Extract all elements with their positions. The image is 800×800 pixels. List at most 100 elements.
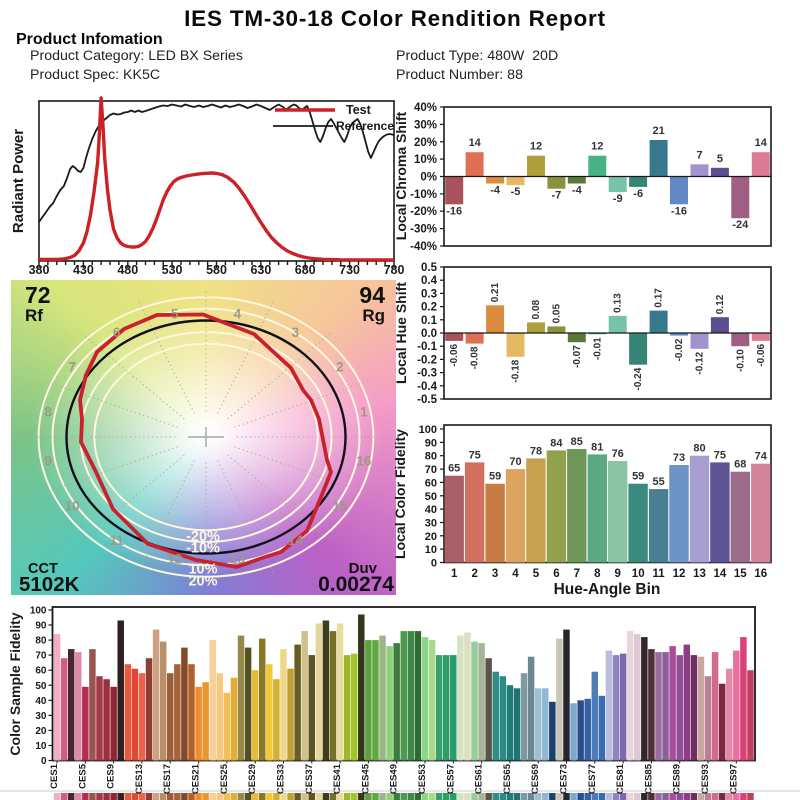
svg-text:CES89: CES89 <box>672 764 683 794</box>
svg-text:0%: 0% <box>420 172 437 184</box>
svg-text:Product Type: 480W 20D: Product Type: 480W 20D <box>396 48 558 64</box>
svg-text:76: 76 <box>612 448 624 460</box>
svg-text:CES33: CES33 <box>276 764 287 794</box>
svg-text:5: 5 <box>533 568 540 580</box>
svg-text:70: 70 <box>509 456 521 468</box>
svg-text:-10%: -10% <box>186 541 220 557</box>
svg-text:CES5: CES5 <box>77 763 88 789</box>
svg-text:-0.18: -0.18 <box>511 359 522 382</box>
svg-text:Reference: Reference <box>336 119 394 133</box>
svg-text:50: 50 <box>35 681 47 692</box>
svg-text:530: 530 <box>162 263 183 277</box>
svg-text:40%: 40% <box>414 102 437 114</box>
svg-text:CES97: CES97 <box>728 764 739 794</box>
svg-text:CCT: CCT <box>28 561 58 577</box>
svg-text:60: 60 <box>35 666 47 677</box>
svg-text:15: 15 <box>332 498 348 513</box>
svg-text:84: 84 <box>550 437 563 449</box>
svg-text:20: 20 <box>425 531 437 543</box>
svg-text:0.00274: 0.00274 <box>318 573 394 596</box>
svg-text:5: 5 <box>171 306 179 321</box>
svg-text:81: 81 <box>591 441 603 453</box>
svg-text:630: 630 <box>250 263 271 277</box>
svg-text:2: 2 <box>471 568 477 580</box>
svg-text:10: 10 <box>632 568 645 580</box>
svg-text:-0.02: -0.02 <box>674 338 685 361</box>
svg-text:-0.3: -0.3 <box>417 368 437 380</box>
svg-text:0.21: 0.21 <box>490 282 501 302</box>
svg-text:CES61: CES61 <box>474 763 485 794</box>
svg-text:65: 65 <box>448 463 460 475</box>
svg-text:100: 100 <box>30 606 47 617</box>
svg-text:Test: Test <box>346 103 372 117</box>
svg-text:-0.5: -0.5 <box>417 394 437 406</box>
svg-text:9: 9 <box>44 453 52 468</box>
svg-text:IES TM-30-18 Color Rendition R: IES TM-30-18 Color Rendition Report <box>184 6 606 31</box>
svg-text:Product Number: 88: Product Number: 88 <box>396 67 523 83</box>
svg-text:30: 30 <box>35 711 47 722</box>
svg-text:14: 14 <box>714 568 727 580</box>
svg-text:80: 80 <box>693 443 705 455</box>
svg-text:CES9: CES9 <box>106 764 117 789</box>
svg-text:0.17: 0.17 <box>654 288 665 308</box>
svg-text:Product Spec: KK5C: Product Spec: KK5C <box>30 67 160 83</box>
svg-text:-0.10: -0.10 <box>735 349 746 372</box>
svg-text:Local Color Fidelity: Local Color Fidelity <box>392 429 408 559</box>
svg-text:-20%: -20% <box>410 206 437 218</box>
svg-text:-6: -6 <box>633 188 643 200</box>
svg-text:3: 3 <box>292 325 300 340</box>
svg-text:14: 14 <box>469 137 482 149</box>
svg-text:100: 100 <box>419 424 437 436</box>
svg-text:55: 55 <box>652 476 664 488</box>
svg-text:74: 74 <box>755 451 768 463</box>
svg-text:730: 730 <box>339 263 360 277</box>
svg-text:CES53: CES53 <box>417 764 428 794</box>
svg-text:10: 10 <box>65 498 80 513</box>
svg-text:7: 7 <box>68 360 76 375</box>
svg-text:6: 6 <box>553 568 559 580</box>
svg-text:CES25: CES25 <box>219 763 230 794</box>
svg-text:4: 4 <box>512 568 519 580</box>
svg-text:11: 11 <box>109 533 124 548</box>
svg-text:75: 75 <box>469 449 481 461</box>
svg-text:CES49: CES49 <box>389 764 400 794</box>
svg-text:CES73: CES73 <box>559 764 570 794</box>
svg-text:90: 90 <box>425 437 437 449</box>
svg-text:430: 430 <box>73 263 94 277</box>
svg-text:Radiant Power: Radiant Power <box>10 129 27 233</box>
svg-text:CES41: CES41 <box>332 763 343 794</box>
svg-text:5: 5 <box>717 153 723 165</box>
svg-text:0.3: 0.3 <box>421 288 437 300</box>
svg-text:13: 13 <box>230 552 246 567</box>
svg-text:CES13: CES13 <box>134 764 145 794</box>
svg-text:60: 60 <box>425 477 437 489</box>
svg-text:2: 2 <box>336 360 344 375</box>
svg-text:21: 21 <box>652 125 664 137</box>
svg-text:85: 85 <box>571 436 583 448</box>
svg-text:10: 10 <box>35 741 47 752</box>
svg-text:Local Hue Shift: Local Hue Shift <box>393 282 409 384</box>
svg-text:-16: -16 <box>446 205 462 217</box>
svg-text:9: 9 <box>614 568 620 580</box>
svg-text:-10%: -10% <box>410 189 437 201</box>
svg-text:5102K: 5102K <box>19 573 80 596</box>
svg-text:CES57: CES57 <box>445 764 456 794</box>
svg-text:1: 1 <box>451 568 458 580</box>
svg-text:72: 72 <box>25 282 51 308</box>
svg-text:-0.08: -0.08 <box>470 346 481 369</box>
svg-text:Local Chroma Shift: Local Chroma Shift <box>393 111 409 240</box>
svg-text:20%: 20% <box>188 574 217 590</box>
svg-text:70: 70 <box>35 651 47 662</box>
svg-text:59: 59 <box>489 471 501 483</box>
svg-text:73: 73 <box>673 452 685 464</box>
svg-text:20: 20 <box>35 726 47 737</box>
svg-text:CES69: CES69 <box>530 764 541 794</box>
svg-text:-0.1: -0.1 <box>417 341 437 353</box>
svg-text:0: 0 <box>431 558 437 570</box>
svg-text:11: 11 <box>653 568 666 580</box>
svg-text:CES37: CES37 <box>304 764 315 794</box>
svg-text:CES1: CES1 <box>49 763 60 789</box>
svg-text:0.08: 0.08 <box>531 299 542 319</box>
svg-text:80: 80 <box>35 636 47 647</box>
svg-text:0: 0 <box>41 756 47 767</box>
